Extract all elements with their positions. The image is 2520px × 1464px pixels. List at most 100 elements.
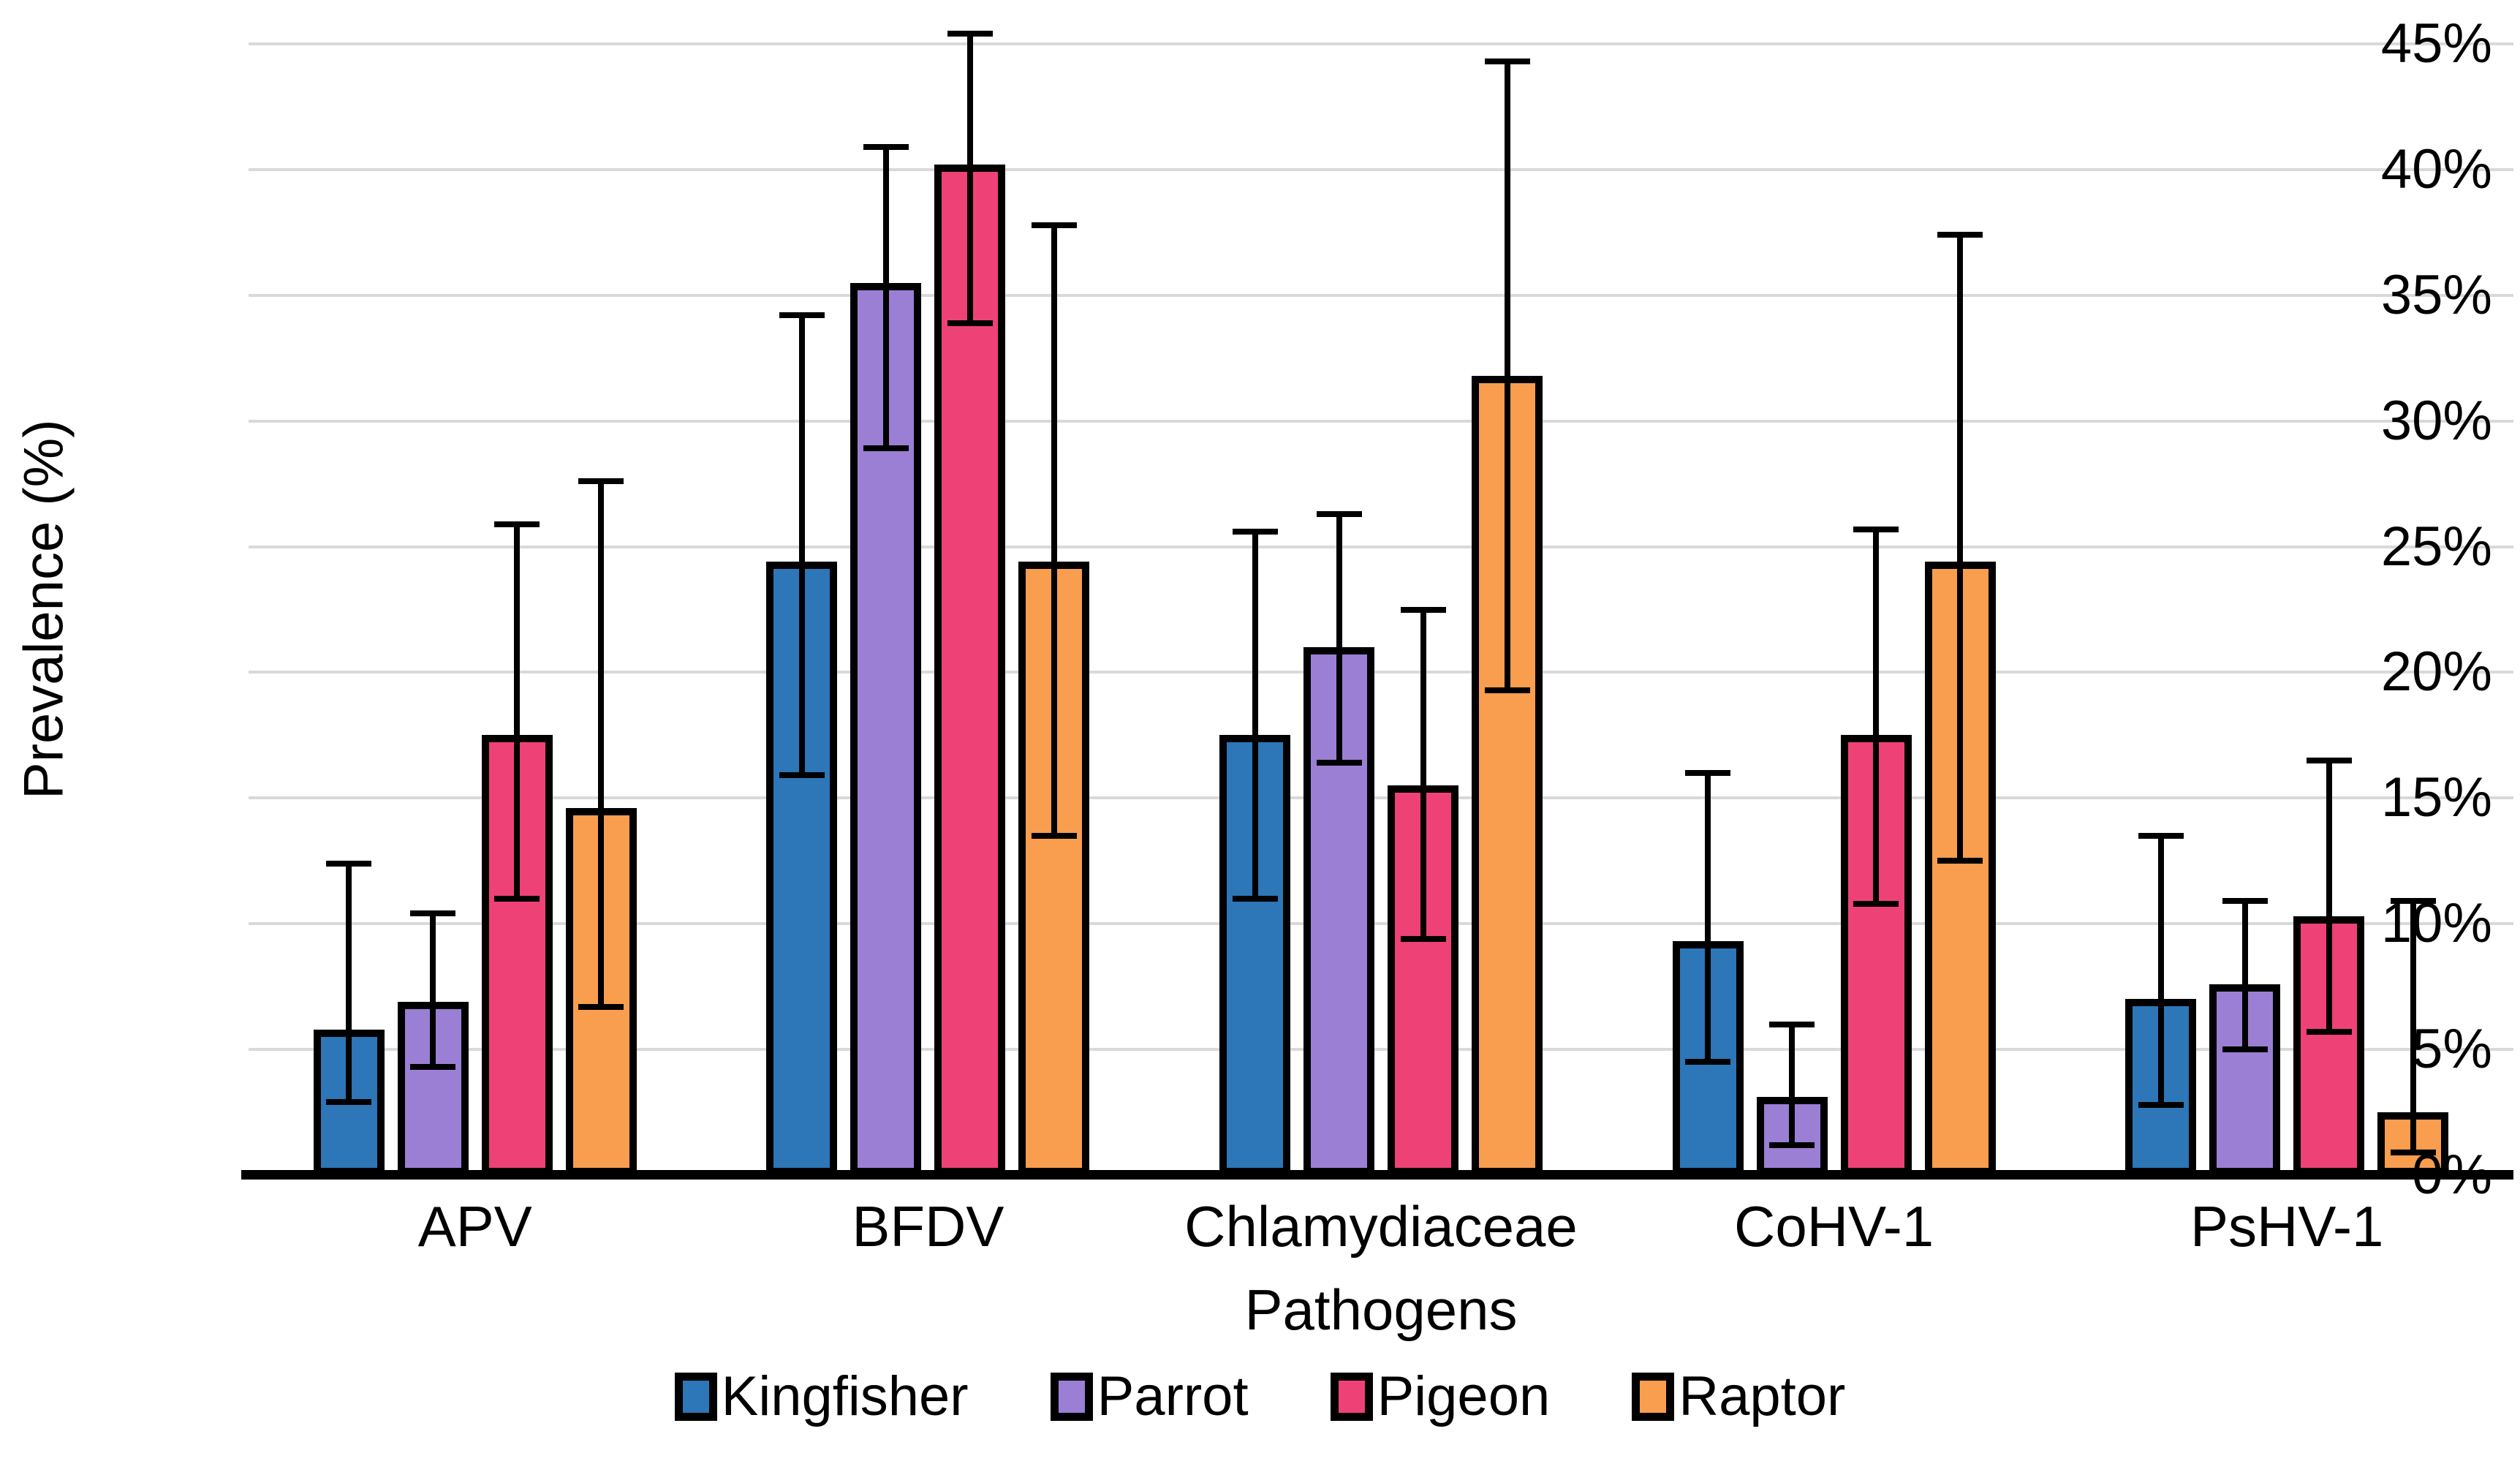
legend-item-raptor: Raptor <box>1632 1369 1845 1425</box>
legend-label-parrot: Parrot <box>1097 1365 1249 1427</box>
bar-slot-parrot-apv <box>397 44 469 1175</box>
error-cap-top-parrot-bfdv <box>863 143 909 150</box>
y-tick-label: 15% <box>2380 766 2492 829</box>
gridline-35 <box>249 293 2513 297</box>
bar-slot-parrot-cohv-1 <box>1756 44 1828 1175</box>
error-bar-pigeon-pshv-1 <box>2326 760 2332 1033</box>
error-bar-kingfisher-cohv-1 <box>1705 772 1711 1063</box>
gridline-20 <box>249 671 2513 674</box>
bar-group-bfdv <box>766 31 1090 1175</box>
legend-marker-parrot <box>1050 1373 1093 1421</box>
error-bar-pigeon-cohv-1 <box>1873 529 1880 904</box>
gridline-45 <box>249 42 2513 45</box>
error-bar-kingfisher-chlamydiaceae <box>1252 531 1258 899</box>
error-cap-bottom-pigeon-pshv-1 <box>2306 1029 2352 1035</box>
bar-slot-raptor-chlamydiaceae <box>1472 44 1543 1175</box>
bar-group-apv <box>313 44 637 1175</box>
error-bar-raptor-chlamydiaceae <box>1504 61 1510 690</box>
error-cap-top-pigeon-apv <box>494 521 540 527</box>
error-cap-bottom-parrot-pshv-1 <box>2222 1046 2268 1053</box>
error-cap-bottom-raptor-bfdv <box>1031 832 1077 839</box>
error-bar-pigeon-apv <box>514 524 521 899</box>
y-tick-label: 35% <box>2380 263 2492 326</box>
bar-raptor-bfdv <box>1018 562 1090 1175</box>
error-cap-bottom-kingfisher-bfdv <box>779 772 825 779</box>
error-cap-top-parrot-chlamydiaceae <box>1316 510 1362 517</box>
bar-slot-raptor-apv <box>565 44 637 1175</box>
error-bar-parrot-pshv-1 <box>2241 901 2248 1050</box>
bar-slot-parrot-chlamydiaceae <box>1303 44 1374 1175</box>
bar-group-chlamydiaceae <box>1219 44 1543 1175</box>
bar-slot-pigeon-apv <box>481 44 553 1175</box>
error-cap-top-raptor-pshv-1 <box>2390 898 2436 905</box>
error-bar-pigeon-bfdv <box>966 34 973 323</box>
legend-label-raptor: Raptor <box>1679 1365 1846 1427</box>
y-tick-label: 40% <box>2380 137 2492 200</box>
error-bar-raptor-pshv-1 <box>2410 901 2416 1153</box>
legend-marker-pigeon <box>1330 1373 1373 1421</box>
x-category-label-bfdv: BFDV <box>852 1194 1004 1259</box>
bar-slot-kingfisher-chlamydiaceae <box>1219 44 1290 1175</box>
error-cap-bottom-pigeon-cohv-1 <box>1853 900 1899 907</box>
gridline-5 <box>249 1048 2513 1052</box>
error-bar-raptor-bfdv <box>1051 224 1057 836</box>
error-cap-top-pigeon-bfdv <box>947 31 993 37</box>
error-bar-parrot-bfdv <box>882 146 889 449</box>
error-cap-bottom-parrot-apv <box>410 1064 456 1071</box>
bar-slot-kingfisher-apv <box>313 44 385 1175</box>
bar-slot-kingfisher-cohv-1 <box>1672 44 1744 1175</box>
error-cap-bottom-pigeon-bfdv <box>947 320 993 326</box>
error-bar-raptor-cohv-1 <box>1957 235 1964 861</box>
bar-raptor-cohv-1 <box>1924 562 1996 1175</box>
bar-slot-raptor-cohv-1 <box>1924 44 1996 1175</box>
gridline-10 <box>249 922 2513 926</box>
legend: Kingfisher Parrot Pigeon Raptor <box>0 1369 2520 1425</box>
legend-item-kingfisher: Kingfisher <box>674 1369 969 1425</box>
bar-slot-pigeon-pshv-1 <box>2293 44 2365 1175</box>
error-cap-top-parrot-pshv-1 <box>2222 898 2268 905</box>
legend-item-pigeon: Pigeon <box>1330 1369 1550 1425</box>
error-cap-top-kingfisher-pshv-1 <box>2138 832 2184 839</box>
error-cap-bottom-parrot-cohv-1 <box>1769 1142 1815 1148</box>
error-cap-bottom-pigeon-chlamydiaceae <box>1400 935 1446 942</box>
y-tick-label: 30% <box>2380 389 2492 452</box>
y-axis-title: Prevalence (%) <box>12 419 75 800</box>
error-bar-raptor-apv <box>598 481 605 1007</box>
y-tick-label: 20% <box>2380 641 2492 703</box>
error-cap-bottom-parrot-chlamydiaceae <box>1316 760 1362 766</box>
error-cap-bottom-raptor-apv <box>578 1003 624 1010</box>
legend-marker-raptor <box>1632 1373 1675 1421</box>
bar-slot-kingfisher-bfdv <box>766 44 838 1175</box>
y-tick-label: 25% <box>2380 515 2492 578</box>
error-bar-parrot-apv <box>430 913 436 1068</box>
bar-slot-pigeon-cohv-1 <box>1840 44 1912 1175</box>
error-cap-top-raptor-bfdv <box>1031 222 1077 228</box>
bar-slot-kingfisher-pshv-1 <box>2125 44 2197 1175</box>
x-category-label-pshv-1: PsHV-1 <box>2190 1194 2384 1259</box>
error-cap-bottom-parrot-bfdv <box>863 445 909 452</box>
error-cap-top-pigeon-cohv-1 <box>1853 526 1899 532</box>
y-tick-label: 45% <box>2380 12 2492 75</box>
error-cap-bottom-kingfisher-apv <box>326 1099 372 1106</box>
legend-item-parrot: Parrot <box>1050 1365 1249 1427</box>
error-cap-bottom-kingfisher-pshv-1 <box>2138 1101 2184 1108</box>
error-bar-parrot-cohv-1 <box>1789 1024 1796 1145</box>
error-cap-bottom-pigeon-apv <box>494 895 540 902</box>
error-cap-top-pigeon-pshv-1 <box>2306 757 2352 763</box>
bar-slot-raptor-pshv-1 <box>2377 44 2449 1175</box>
error-cap-bottom-kingfisher-chlamydiaceae <box>1232 895 1278 902</box>
y-tick-label: 10% <box>2380 892 2492 955</box>
error-cap-bottom-raptor-chlamydiaceae <box>1484 687 1530 693</box>
error-cap-bottom-raptor-pshv-1 <box>2390 1150 2436 1156</box>
gridline-15 <box>249 796 2513 800</box>
legend-marker-kingfisher <box>674 1373 717 1421</box>
error-cap-bottom-raptor-cohv-1 <box>1937 858 1983 864</box>
bar-slot-pigeon-bfdv <box>934 31 1006 1175</box>
error-bar-parrot-chlamydiaceae <box>1336 513 1342 763</box>
bar-kingfisher-chlamydiaceae <box>1219 735 1290 1175</box>
error-bar-kingfisher-pshv-1 <box>2157 835 2164 1105</box>
error-cap-top-pigeon-chlamydiaceae <box>1400 606 1446 613</box>
error-cap-top-raptor-apv <box>578 478 624 485</box>
x-category-label-cohv-1: CoHV-1 <box>1734 1194 1934 1259</box>
